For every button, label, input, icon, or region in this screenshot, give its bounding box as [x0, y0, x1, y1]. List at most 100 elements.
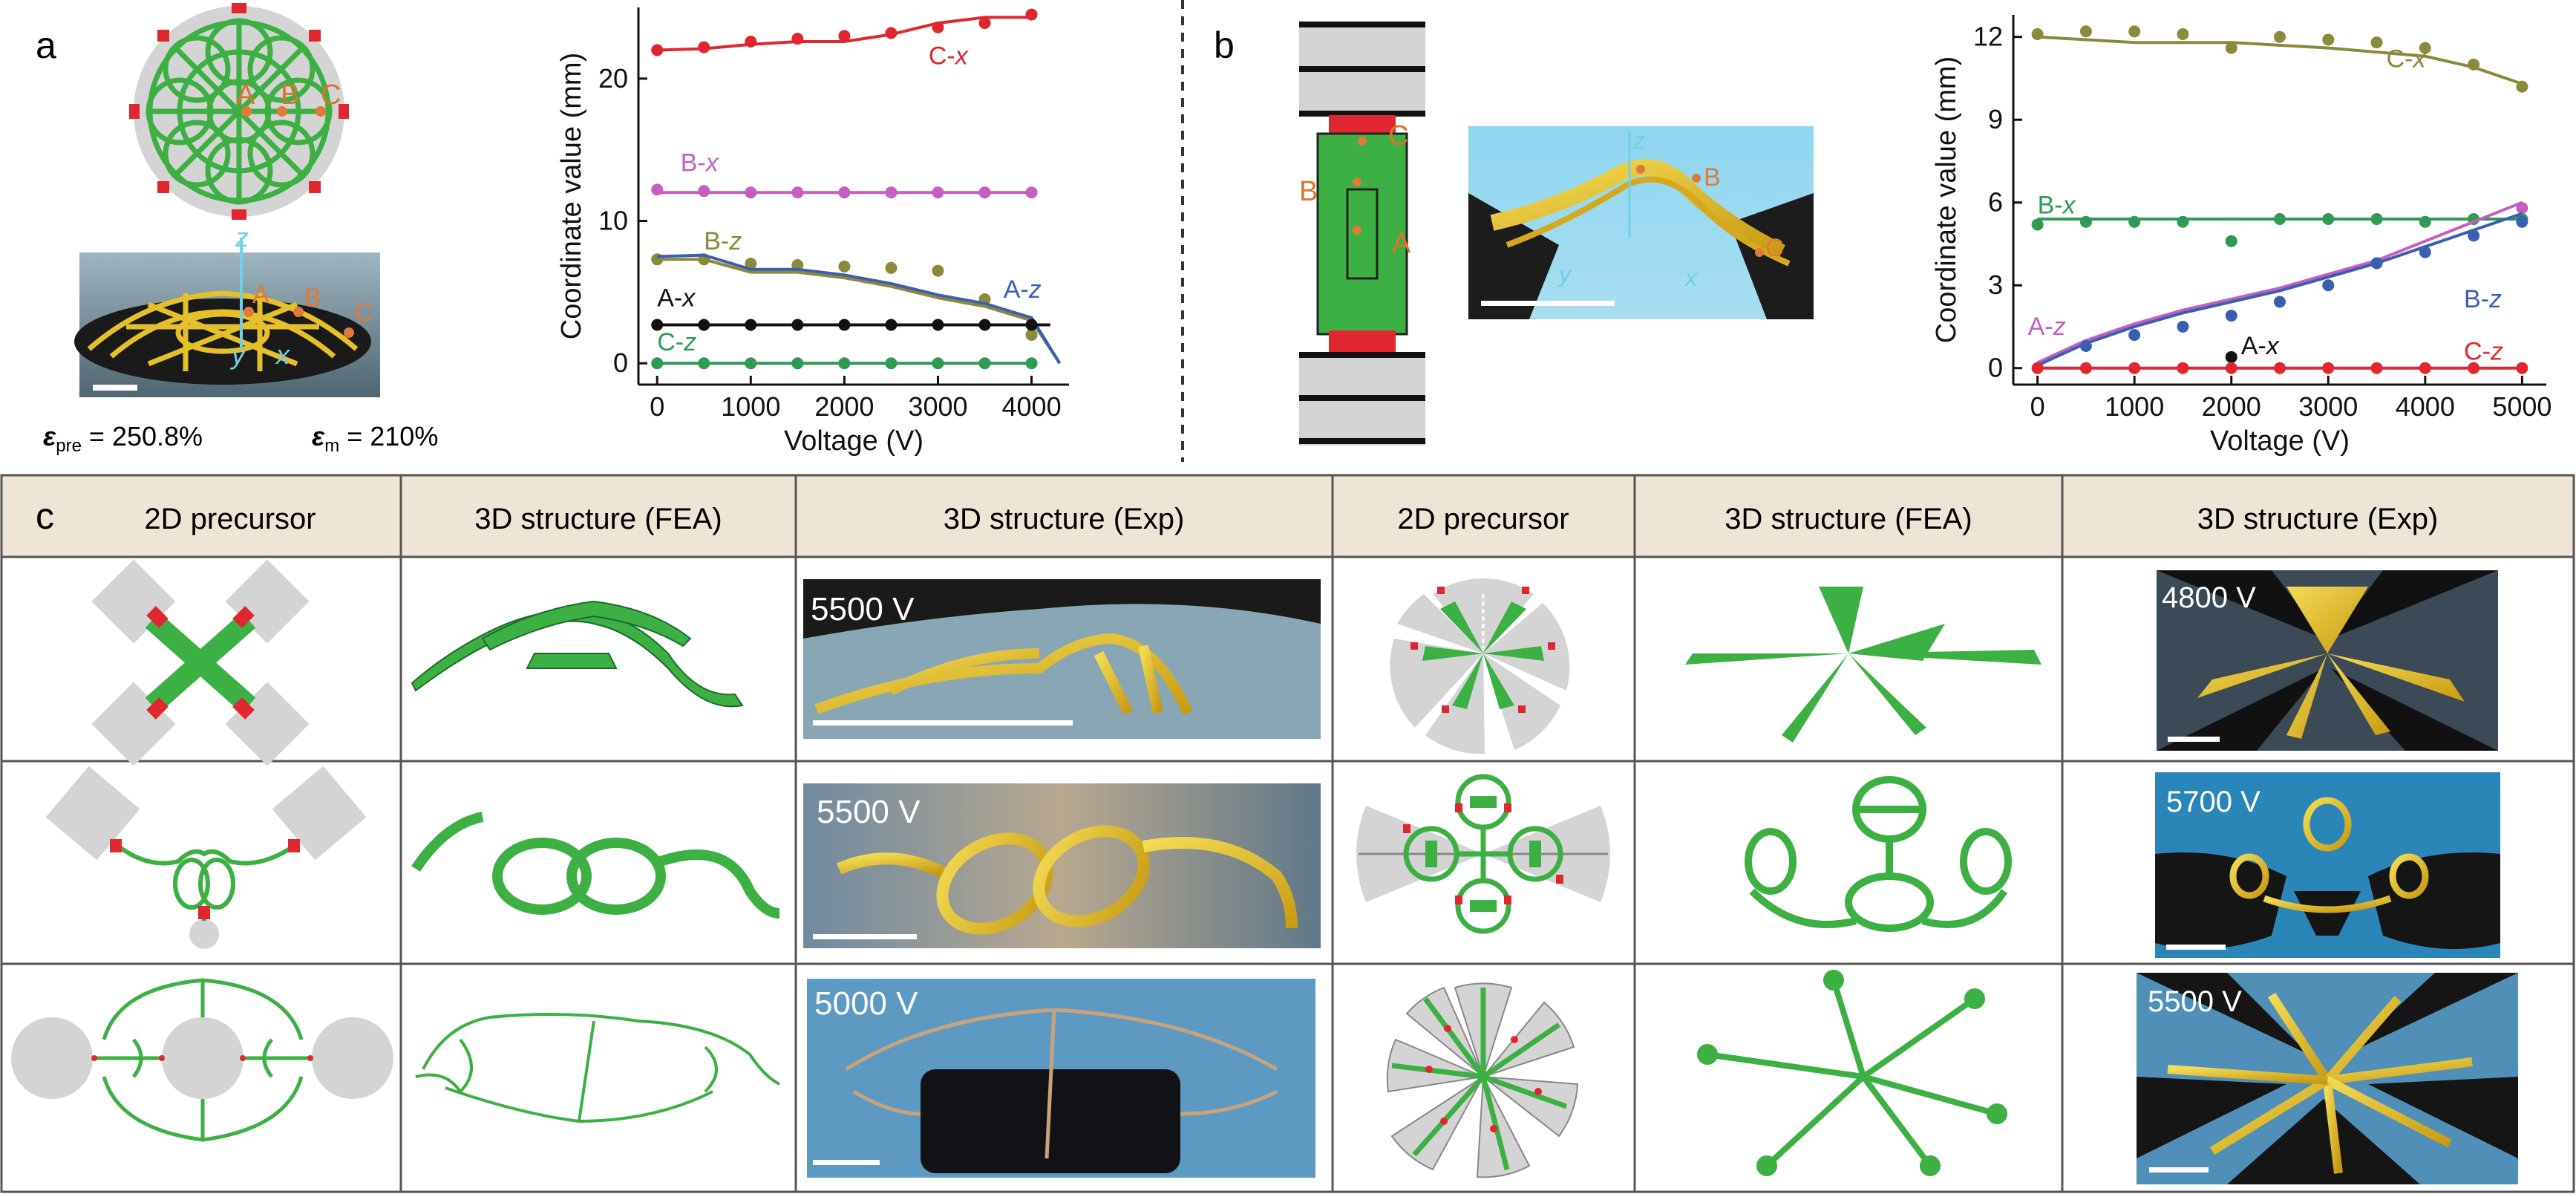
panel-c-table: c 2D precursor 3D structure (FEA) 3D str…: [0, 474, 2575, 1193]
fea-x-shape: [411, 600, 744, 708]
panel-b-photo: z y x B C: [1468, 126, 1814, 319]
scale-bar: [813, 720, 1073, 725]
point-label-b: B: [281, 79, 299, 111]
data-point-b-x: [2274, 213, 2286, 226]
data-point-a-x: [698, 319, 710, 331]
precursor-x-shape: [91, 559, 310, 766]
series-label-c-z: C-z: [2464, 338, 2503, 366]
data-point-b-z: [2516, 215, 2528, 228]
panel-a-label: a: [36, 25, 56, 66]
data-point-b-z: [2370, 257, 2383, 270]
x-tick-label: 0: [2030, 391, 2045, 422]
series-line-a-z: [2036, 200, 2523, 365]
panel-b-axis-y: y: [1557, 261, 1572, 287]
data-point-c-x: [745, 36, 757, 48]
data-point-c-x: [1025, 8, 1038, 21]
data-point-c-x: [932, 21, 944, 33]
data-point-b-z: [2419, 246, 2431, 258]
data-point-c-z: [651, 357, 664, 370]
data-point-c-x: [2370, 36, 2383, 49]
panel-a-axis-z: z: [235, 222, 249, 252]
data-point-c-z: [745, 357, 757, 370]
x-axis-label: Voltage (V): [2210, 425, 2350, 457]
series-line-c-x: [2037, 35, 2523, 85]
schematic-label-a: A: [1392, 228, 1411, 259]
fea-glasses: [411, 812, 780, 919]
photo-b-label-b: B: [1704, 163, 1721, 192]
voltage-label: 4800 V: [2162, 581, 2256, 614]
voltage-label: 5700 V: [2166, 786, 2260, 818]
data-point-c-x: [698, 41, 710, 53]
data-point-c-z: [2274, 362, 2286, 374]
fea-radial-fan: [1685, 587, 2041, 743]
data-point-b-x: [838, 186, 851, 199]
data-point-b-x: [932, 186, 944, 199]
data-point-a-x: [745, 319, 757, 331]
data-point-b-x: [2322, 213, 2335, 226]
x-axis-label: Voltage (V): [784, 425, 923, 457]
data-point-c-z: [698, 357, 710, 370]
data-point-c-x: [2128, 25, 2141, 38]
photo-a-label-a: A: [252, 281, 269, 309]
data-point-b-x: [1025, 186, 1038, 199]
series-line-b-z: [657, 258, 1062, 365]
chart-b: 0 1000 2000 3000 4000 5000 0 3 6 9 12 Voltage (V) Co…: [1931, 15, 2552, 457]
y-tick-label: 3: [1988, 270, 2003, 300]
photo-row2-left: [803, 783, 1321, 948]
y-tick-label: 6: [1988, 187, 2003, 218]
data-point-b-x: [2128, 215, 2141, 228]
header-2d-precursor-2: 2D precursor: [1397, 503, 1569, 535]
scale-bar: [813, 1160, 880, 1165]
schematic-label-b: B: [1299, 176, 1318, 207]
data-point-b-z: [885, 261, 898, 274]
data-point-c-x: [651, 44, 664, 56]
data-point-a-x: [838, 319, 851, 331]
data-point-b-z: [2177, 320, 2189, 333]
data-point-c-z: [2516, 362, 2528, 374]
scale-bar: [1481, 301, 1615, 306]
voltage-label: 5500 V: [811, 591, 915, 627]
photo-a-label-b: B: [304, 284, 321, 312]
data-point-c-x: [2274, 30, 2286, 43]
panel-a-precursor: A B C: [129, 3, 349, 220]
data-point-c-x: [2031, 28, 2044, 41]
photo-a-label-c: C: [355, 299, 373, 327]
data-point-a-z: [2516, 202, 2528, 215]
data-point-b-z: [2225, 310, 2237, 322]
precursor-glasses: [45, 766, 367, 949]
data-point-a-x: [651, 319, 664, 331]
data-point-b-z: [2274, 296, 2286, 308]
series-line-a-z: [657, 253, 1062, 365]
header-2d-precursor-1: 2D precursor: [144, 503, 316, 535]
data-point-c-z: [1025, 357, 1038, 370]
data-point-c-z: [2322, 362, 2335, 374]
y-tick-label: 0: [613, 348, 628, 378]
voltage-label: 5000 V: [814, 985, 918, 1022]
fea-bridge: [415, 1013, 780, 1123]
x-tick-label: 4000: [1002, 391, 1062, 422]
schematic-label-c: C: [1388, 120, 1408, 151]
panel-b-axis-x: x: [1684, 264, 1698, 291]
data-point-b-z: [2322, 279, 2335, 292]
y-tick-label: 20: [598, 63, 628, 94]
fea-rings: [1745, 776, 2012, 932]
scale-bar: [2168, 737, 2220, 742]
voltage-label: 5500 V: [2148, 985, 2242, 1018]
data-point-c-z: [2079, 362, 2092, 374]
data-point-c-x: [2079, 25, 2092, 38]
panel-a-photo: z x y A B C: [74, 222, 380, 397]
scale-bar: [2166, 945, 2226, 950]
data-point-a-x: [1025, 319, 1038, 331]
series-label-c-x: C-x: [929, 42, 969, 71]
scale-bar: [2149, 1167, 2209, 1172]
data-point-b-z: [932, 264, 944, 277]
data-point-b-z: [2079, 339, 2092, 352]
data-point-c-z: [2177, 362, 2189, 374]
data-point-a-x: [791, 319, 804, 331]
series-label-b-z: B-z: [2464, 285, 2502, 313]
photo-b-label-c: C: [1765, 234, 1784, 262]
header-3d-exp-2: 3D structure (Exp): [2197, 503, 2439, 535]
header-3d-exp-1: 3D structure (Exp): [944, 503, 1185, 535]
